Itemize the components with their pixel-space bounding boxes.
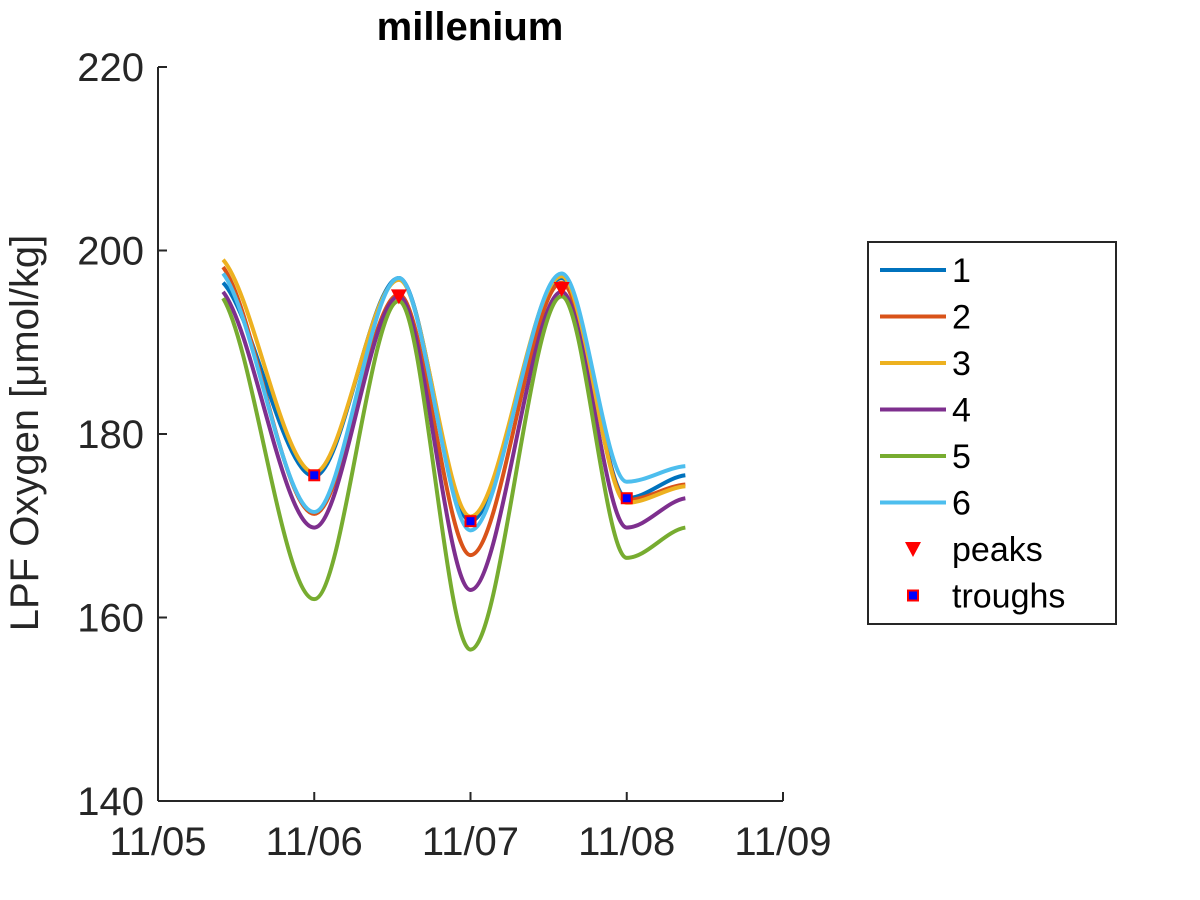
y-tick-label: 140 <box>77 780 144 824</box>
legend-label-3: 3 <box>952 345 971 383</box>
chart-title: millenium <box>377 5 564 49</box>
series-line-6 <box>221 271 686 533</box>
trough-marker <box>620 492 633 505</box>
legend-label-peaks: peaks <box>952 531 1043 569</box>
x-tick-label: 11/07 <box>422 820 519 864</box>
legend-label-troughs: troughs <box>952 578 1065 616</box>
y-axis-label: LPF Oxygen [μmol/kg] <box>3 235 47 632</box>
peak-marker <box>553 282 570 298</box>
y-tick-label: 220 <box>77 46 144 90</box>
y-tick-label: 180 <box>77 413 144 457</box>
series-line-4 <box>221 289 686 592</box>
legend-label-6: 6 <box>952 485 971 523</box>
series-lines <box>221 258 686 652</box>
legend-box <box>867 241 1117 625</box>
y-tick-label: 200 <box>77 230 144 274</box>
legend: 1 2 3 4 5 6 peaks troughs <box>867 241 1117 625</box>
series-line-5 <box>221 294 686 652</box>
x-tick-label: 11/08 <box>578 820 675 864</box>
x-tick-label: 11/09 <box>734 820 831 864</box>
trough-marker <box>464 515 477 528</box>
axes: 140 160 180 200 220 11/05 11/06 11/07 11/08 11/09 <box>77 46 831 864</box>
y-tick-label: 160 <box>77 597 144 641</box>
legend-swatch-troughs <box>907 589 919 602</box>
legend-label-4: 4 <box>952 392 971 430</box>
legend-label-5: 5 <box>952 438 971 476</box>
legend-label-1: 1 <box>952 252 971 290</box>
legend-swatch-peaks <box>905 542 921 557</box>
legend-label-2: 2 <box>952 299 971 337</box>
peak-marker <box>390 289 407 305</box>
x-tick-label: 11/05 <box>109 820 206 864</box>
trough-marker <box>308 469 321 482</box>
markers <box>308 282 633 528</box>
x-tick-label: 11/06 <box>266 820 363 864</box>
